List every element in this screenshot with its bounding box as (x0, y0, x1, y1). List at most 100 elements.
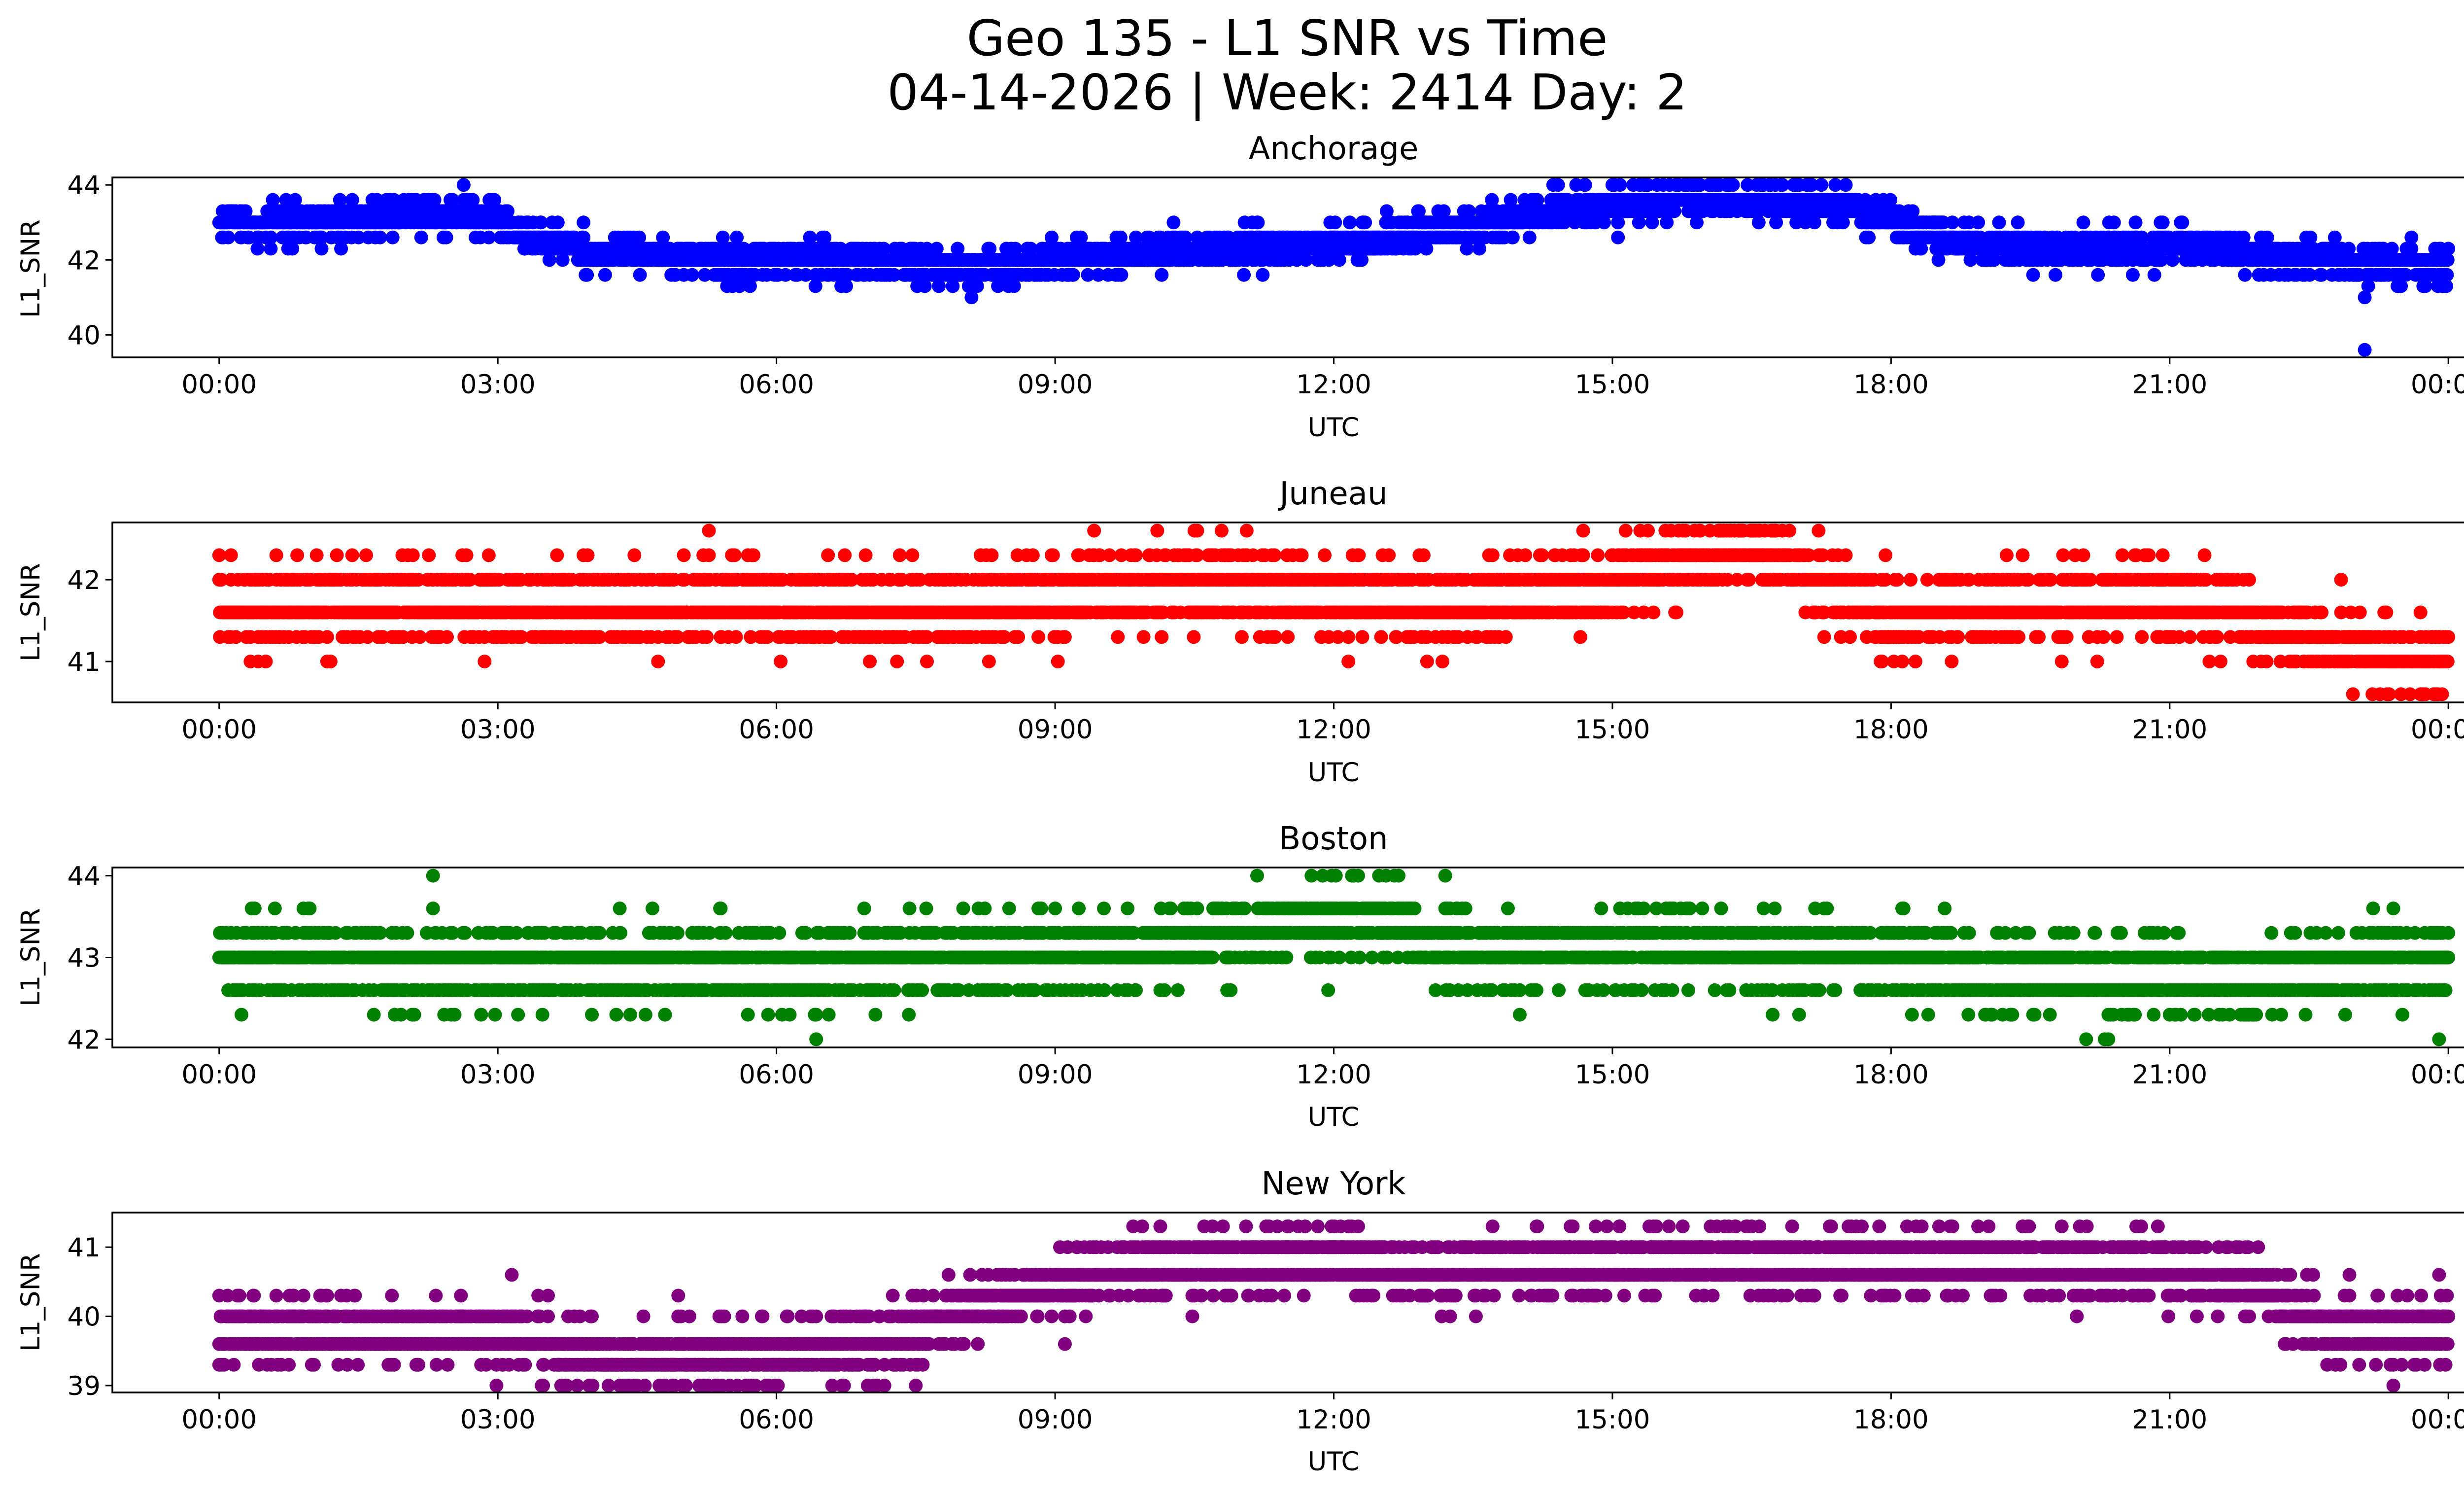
data-point (1237, 268, 1251, 282)
data-point (314, 242, 329, 256)
data-point (581, 548, 595, 562)
data-point (890, 655, 904, 668)
data-point (239, 204, 253, 218)
data-point (1522, 230, 1537, 244)
outlier-point (1754, 178, 1768, 192)
data-point (1408, 242, 1422, 256)
data-point (1256, 268, 1270, 282)
data-point (534, 215, 548, 230)
data-point (747, 548, 760, 562)
data-point (1412, 204, 1426, 218)
anchorage-xlabel: UTC (1307, 413, 1359, 443)
data-point (1963, 253, 1978, 267)
data-point (309, 548, 324, 562)
data-point (743, 279, 757, 293)
data-point (1775, 178, 1789, 192)
data-point (445, 193, 460, 207)
data-point (991, 279, 1005, 293)
data-point (1129, 230, 1143, 244)
figure-title-line2: 04-14-2026 | Week: 2414 Day: 2 (887, 64, 1687, 121)
data-point (779, 268, 792, 282)
data-point (2404, 230, 2419, 244)
data-point (2147, 268, 2161, 282)
data-point (2049, 268, 2062, 282)
data-point (2107, 215, 2121, 230)
data-point (1113, 230, 1128, 244)
data-point (803, 230, 817, 244)
data-point (266, 193, 280, 207)
data-point (2165, 253, 2180, 267)
data-point (2394, 279, 2408, 293)
data-point (214, 573, 228, 587)
data-point (1530, 193, 1544, 207)
data-point (414, 230, 428, 244)
data-point (833, 242, 848, 256)
data-point (224, 548, 238, 562)
data-point (1597, 215, 1611, 230)
data-point (440, 630, 454, 644)
data-point (555, 253, 570, 267)
figure-title-line1: Geo 135 - L1 SNR vs Time (967, 9, 1608, 67)
data-point (1836, 215, 1850, 230)
data-point (727, 548, 742, 562)
data-point (2175, 215, 2190, 230)
data-point (481, 548, 496, 562)
data-point (2135, 230, 2149, 244)
data-point (858, 548, 873, 562)
data-point (285, 242, 300, 256)
data-point (1931, 253, 1946, 267)
data-point (1769, 215, 1783, 230)
data-point (821, 548, 835, 562)
data-point (1419, 242, 1434, 256)
data-point (2154, 253, 2168, 267)
data-point (887, 268, 901, 282)
data-point (1611, 215, 1625, 230)
data-point (345, 548, 359, 562)
data-point (2236, 230, 2251, 244)
data-point (946, 279, 960, 293)
data-point (863, 655, 877, 668)
data-point (580, 268, 594, 282)
data-point (1091, 268, 1105, 282)
data-point (716, 230, 730, 244)
data-point (1437, 204, 1451, 218)
data-point (1667, 204, 1681, 218)
data-point (1485, 193, 1499, 207)
data-point (951, 242, 965, 256)
data-point (774, 655, 788, 668)
x-tick-label: 12:00 (1296, 370, 1371, 400)
data-point (1008, 242, 1023, 256)
data-point (1155, 268, 1169, 282)
data-point (2156, 215, 2170, 230)
data-point (730, 230, 744, 244)
data-point (983, 242, 997, 256)
data-point (808, 279, 822, 293)
data-point (487, 193, 502, 207)
data-point (501, 204, 514, 218)
data-point (651, 655, 665, 668)
juneau-xlabel: UTC (1307, 758, 1359, 788)
data-point (466, 193, 480, 207)
x-tick-label: 00:00 (2411, 370, 2464, 400)
data-point (288, 193, 302, 207)
data-point (685, 268, 699, 282)
data-point (700, 630, 714, 644)
data-point (2076, 215, 2090, 230)
data-point (360, 630, 375, 644)
data-point (264, 230, 278, 244)
data-point (892, 548, 907, 562)
data-point (1166, 215, 1181, 230)
outlier-point (964, 290, 979, 305)
data-point (2260, 230, 2274, 244)
data-point (514, 630, 529, 644)
data-point (1828, 178, 1843, 192)
data-point (1906, 204, 1920, 218)
data-point (1358, 215, 1372, 230)
data-point (359, 548, 373, 562)
data-point (970, 279, 984, 293)
data-point (1190, 230, 1204, 244)
data-point (932, 279, 946, 293)
juneau-plot-title: Juneau (1277, 476, 1387, 512)
data-point (459, 548, 474, 562)
